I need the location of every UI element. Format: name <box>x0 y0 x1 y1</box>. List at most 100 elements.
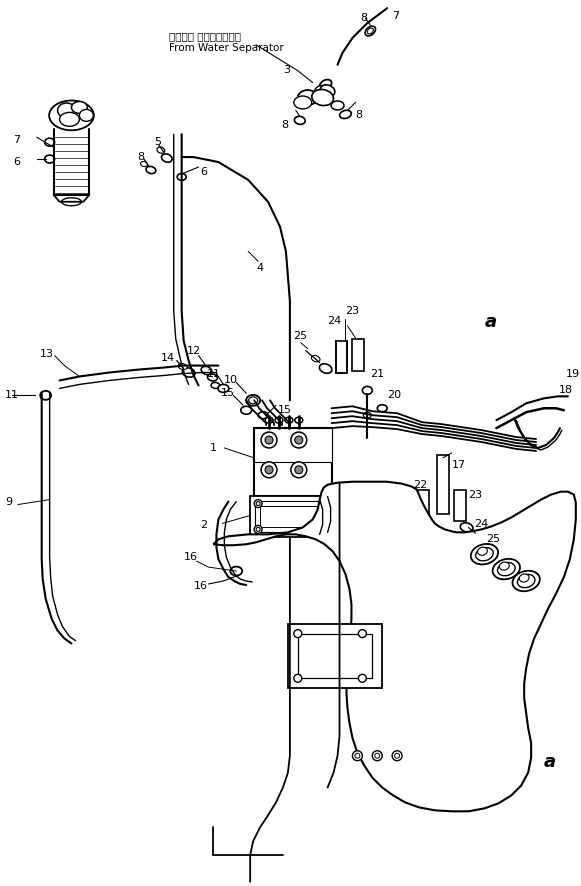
Circle shape <box>261 432 277 448</box>
Text: 1: 1 <box>210 443 217 453</box>
Circle shape <box>358 630 367 638</box>
Ellipse shape <box>363 386 372 394</box>
Circle shape <box>265 436 273 444</box>
Text: 6: 6 <box>13 157 20 167</box>
Ellipse shape <box>258 412 268 419</box>
Circle shape <box>392 750 402 761</box>
Text: 15: 15 <box>220 388 234 399</box>
Text: 21: 21 <box>370 369 385 378</box>
Ellipse shape <box>285 417 293 424</box>
Text: 22: 22 <box>413 479 427 490</box>
Ellipse shape <box>295 116 305 124</box>
Ellipse shape <box>295 417 303 424</box>
Ellipse shape <box>320 85 335 97</box>
Text: 15: 15 <box>278 405 292 416</box>
Bar <box>298 633 372 679</box>
Ellipse shape <box>512 571 540 591</box>
Circle shape <box>256 501 260 506</box>
Ellipse shape <box>230 567 242 576</box>
Circle shape <box>375 753 380 758</box>
Text: 8: 8 <box>137 152 144 162</box>
Ellipse shape <box>476 548 493 561</box>
Ellipse shape <box>45 155 55 163</box>
Ellipse shape <box>320 80 332 89</box>
Text: 16: 16 <box>193 581 207 591</box>
Circle shape <box>291 462 307 478</box>
Ellipse shape <box>517 574 535 587</box>
Ellipse shape <box>58 103 76 118</box>
Circle shape <box>328 501 332 506</box>
Text: 23: 23 <box>346 306 360 316</box>
Ellipse shape <box>312 89 333 105</box>
Text: 4: 4 <box>256 263 263 273</box>
Ellipse shape <box>241 407 252 415</box>
Text: 8: 8 <box>281 120 288 130</box>
Ellipse shape <box>363 412 371 418</box>
Bar <box>254 428 332 495</box>
Circle shape <box>265 466 273 474</box>
Ellipse shape <box>182 368 195 377</box>
Ellipse shape <box>311 355 320 361</box>
Bar <box>254 428 332 462</box>
Ellipse shape <box>177 174 186 181</box>
Text: 16: 16 <box>184 552 198 563</box>
Bar <box>250 495 338 537</box>
Circle shape <box>353 750 363 761</box>
Ellipse shape <box>162 154 172 162</box>
Ellipse shape <box>275 417 283 424</box>
Ellipse shape <box>315 86 325 94</box>
Circle shape <box>358 674 367 682</box>
Circle shape <box>325 500 333 508</box>
Text: 25: 25 <box>486 534 501 544</box>
Circle shape <box>325 525 333 533</box>
Bar <box>353 338 364 370</box>
Ellipse shape <box>460 523 473 532</box>
Ellipse shape <box>493 559 520 579</box>
Circle shape <box>261 462 277 478</box>
Text: 19: 19 <box>566 369 580 378</box>
Ellipse shape <box>500 562 509 571</box>
Ellipse shape <box>71 102 87 113</box>
Ellipse shape <box>80 110 94 121</box>
Text: ウォータ セパレータから: ウォータ セパレータから <box>168 31 241 41</box>
Text: a: a <box>485 313 497 331</box>
Ellipse shape <box>331 101 344 110</box>
Bar <box>336 341 347 372</box>
Text: a: a <box>544 753 556 771</box>
Text: 24: 24 <box>475 519 489 530</box>
Ellipse shape <box>141 161 148 167</box>
Bar <box>454 490 465 522</box>
Text: From Water Separator: From Water Separator <box>168 43 284 53</box>
Ellipse shape <box>320 364 332 373</box>
Text: 8: 8 <box>356 111 363 120</box>
Circle shape <box>355 753 360 758</box>
Circle shape <box>254 500 262 508</box>
Bar <box>255 501 332 532</box>
Circle shape <box>394 753 400 758</box>
Text: 12: 12 <box>187 346 201 355</box>
Bar <box>437 455 449 515</box>
Circle shape <box>328 527 332 532</box>
Ellipse shape <box>377 405 387 412</box>
Circle shape <box>295 466 303 474</box>
Ellipse shape <box>207 374 217 381</box>
Ellipse shape <box>298 90 318 105</box>
Circle shape <box>256 527 260 532</box>
Ellipse shape <box>218 385 229 392</box>
Ellipse shape <box>471 544 498 564</box>
Circle shape <box>254 525 262 533</box>
Text: 5: 5 <box>154 137 161 147</box>
Text: 18: 18 <box>559 385 573 395</box>
Ellipse shape <box>246 395 260 406</box>
Bar <box>417 490 429 532</box>
Ellipse shape <box>365 26 375 36</box>
Text: 20: 20 <box>387 391 401 400</box>
Bar <box>288 624 382 688</box>
Text: 24: 24 <box>328 316 342 326</box>
Ellipse shape <box>294 96 312 109</box>
Ellipse shape <box>146 167 156 174</box>
Ellipse shape <box>478 548 487 556</box>
Ellipse shape <box>497 563 515 576</box>
Ellipse shape <box>519 574 529 582</box>
Text: 3: 3 <box>283 65 290 74</box>
